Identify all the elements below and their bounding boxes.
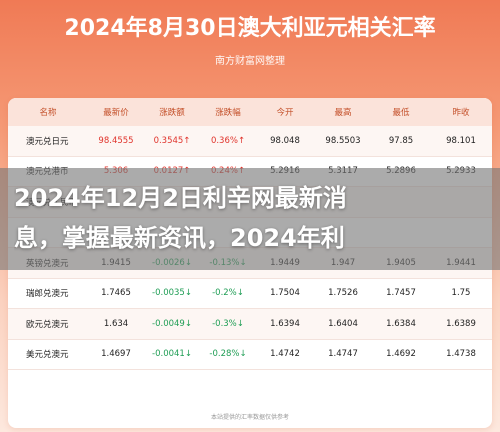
headline-overlay — [0, 168, 500, 270]
cell-pct: -0.3%↓ — [212, 318, 244, 329]
cell-latest: 1.7465 — [101, 288, 131, 299]
cell-change: -0.0035↓ — [152, 288, 192, 299]
col-name: 名称 — [39, 108, 57, 118]
cell-open: 98.048 — [270, 135, 300, 146]
cell-open: 1.7504 — [270, 288, 300, 299]
cell-high: 1.7526 — [328, 288, 358, 299]
col-high: 最高 — [334, 108, 352, 118]
cell-name: 欧元兑澳元 — [26, 319, 69, 330]
cell-prev: 1.4738 — [446, 349, 476, 360]
cell-pct: -0.28%↓ — [209, 349, 247, 360]
cell-low: 1.6384 — [386, 318, 416, 329]
table-header: 名称 最新价 涨跌额 涨跌幅 今开 最高 最低 昨收 — [8, 98, 492, 126]
cell-low: 97.85 — [388, 135, 414, 146]
headline-line-2: 息，掌握最新资讯，2024年利 — [14, 224, 345, 252]
cell-change: -0.0049↓ — [152, 318, 192, 329]
table-row: 美元兑澳元 1.4697 -0.0041↓ -0.28%↓ 1.4742 1.4747 1.… — [8, 340, 492, 370]
table-row: 澳元兑日元 98.4555 0.3545↑ 0.36%↑ 98.048 98.5503 97… — [8, 126, 492, 157]
cell-prev: 1.75 — [451, 288, 471, 299]
cell-high: 98.5503 — [325, 135, 361, 146]
table-row: 欧元兑澳元 1.634 -0.0049↓ -0.3%↓ 1.6394 1.6404 1.63… — [8, 309, 492, 340]
headline-line-1: 2024年12月2日利辛网最新消 — [14, 184, 347, 212]
cell-low: 1.7457 — [386, 288, 416, 299]
page-subtitle: 南方财富网整理 — [215, 56, 285, 67]
cell-low: 1.4692 — [386, 349, 416, 360]
cell-name: 美元兑澳元 — [26, 350, 69, 361]
col-change: 涨跌额 — [159, 108, 185, 118]
cell-pct: -0.2%↓ — [212, 288, 244, 299]
cell-change: -0.0041↓ — [152, 349, 192, 360]
cell-pct: 0.36%↑ — [210, 135, 246, 146]
col-low: 最低 — [392, 108, 410, 118]
cell-open: 1.4742 — [270, 349, 300, 360]
cell-name: 澳元兑日元 — [26, 136, 69, 147]
col-open: 今开 — [276, 108, 294, 118]
cell-latest: 98.4555 — [98, 135, 134, 146]
col-latest: 最新价 — [103, 108, 129, 118]
col-pct: 涨跌幅 — [215, 108, 241, 118]
col-prev: 昨收 — [452, 108, 470, 118]
table-row: 瑞郎兑澳元 1.7465 -0.0035↓ -0.2%↓ 1.7504 1.7526 1.7… — [8, 279, 492, 309]
cell-latest: 1.4697 — [101, 349, 131, 360]
cell-prev: 1.6389 — [446, 318, 476, 329]
cell-change: 0.3545↑ — [153, 135, 191, 146]
page-title: 2024年8月30日澳大利亚元相关汇率 — [64, 16, 436, 41]
table-footer: 本站提供的汇率数据仅供参考 — [210, 414, 289, 421]
cell-name: 瑞郎兑澳元 — [26, 289, 69, 300]
cell-latest: 1.634 — [103, 318, 129, 329]
cell-high: 1.4747 — [328, 349, 358, 360]
cell-open: 1.6394 — [270, 318, 300, 329]
cell-high: 1.6404 — [328, 318, 358, 329]
headline-text: 2024年12月2日利辛网最新消 息，掌握最新资讯，2024年利 — [14, 178, 492, 258]
cell-prev: 98.101 — [446, 135, 476, 146]
